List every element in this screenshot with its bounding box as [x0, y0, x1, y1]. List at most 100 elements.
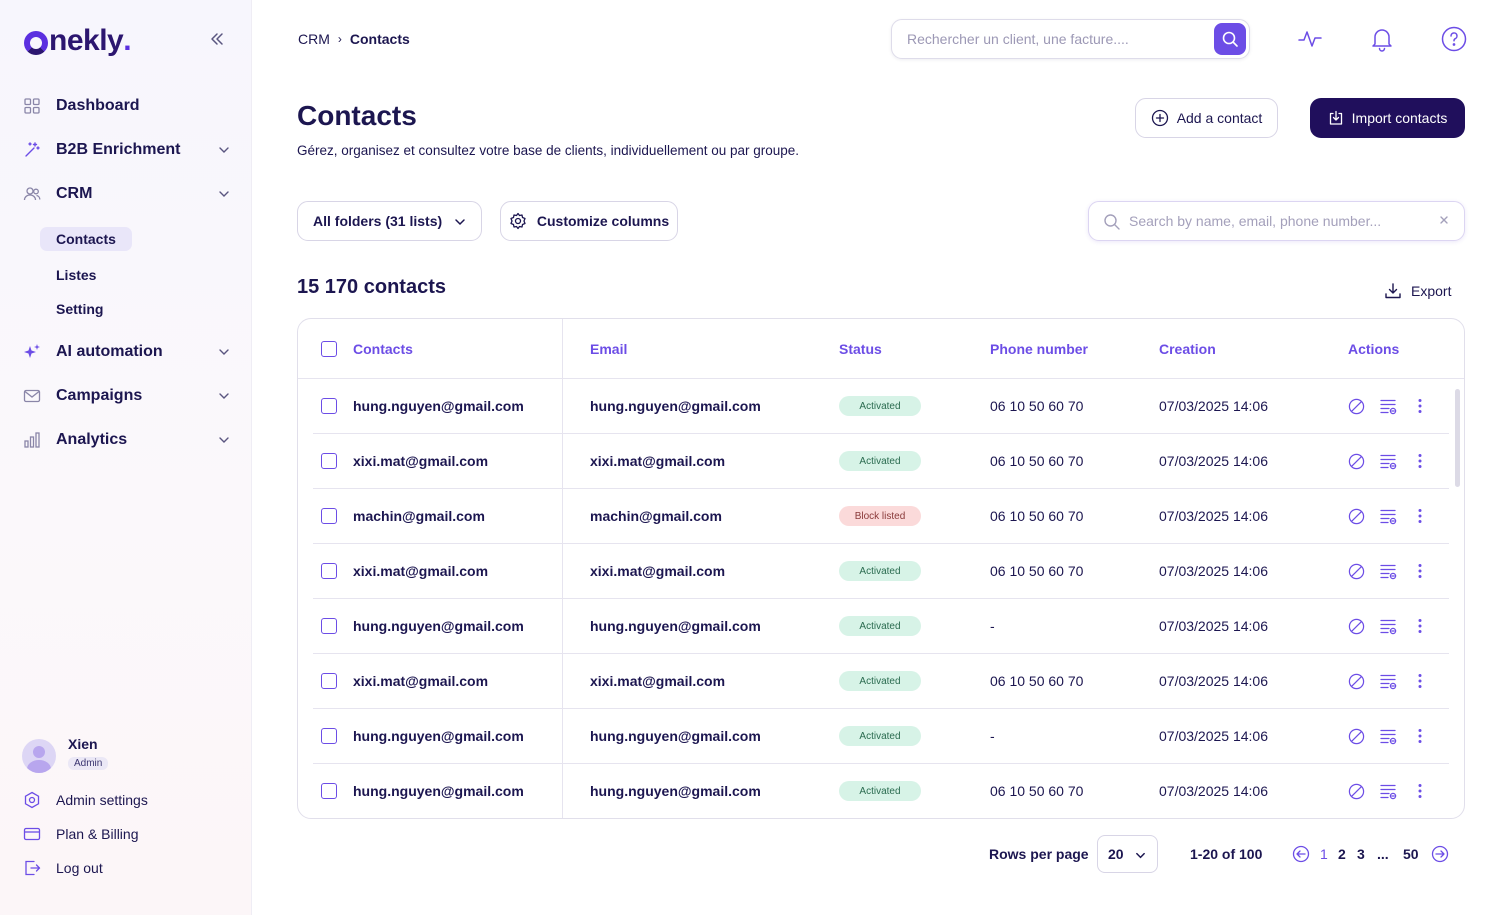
scrollbar[interactable]: [1455, 389, 1460, 487]
add-to-list-icon[interactable]: [1379, 452, 1397, 470]
table-row[interactable]: xixi.mat@gmail.com xixi.mat@gmail.com Acti…: [313, 654, 1449, 709]
help-icon[interactable]: [1440, 25, 1468, 53]
row-checkbox[interactable]: [321, 453, 337, 469]
close-icon[interactable]: [1438, 214, 1450, 226]
page-50[interactable]: 50: [1403, 846, 1419, 862]
plan-billing-link[interactable]: Plan & Billing: [22, 823, 139, 845]
table-row[interactable]: hung.nguyen@gmail.com hung.nguyen@gmail.c…: [313, 379, 1449, 434]
block-icon[interactable]: [1347, 672, 1365, 690]
block-icon[interactable]: [1347, 562, 1365, 580]
block-icon[interactable]: [1347, 397, 1365, 415]
table-row[interactable]: xixi.mat@gmail.com xixi.mat@gmail.com Acti…: [313, 544, 1449, 599]
table-search-input[interactable]: [1129, 211, 1429, 231]
more-options-icon[interactable]: [1411, 782, 1429, 800]
add-to-list-icon[interactable]: [1379, 727, 1397, 745]
chevron-down-icon: [219, 393, 229, 399]
row-checkbox[interactable]: [321, 783, 337, 799]
sidebar-subitem-setting[interactable]: Setting: [56, 301, 104, 317]
sidebar-item-label: B2B Enrichment: [56, 141, 181, 158]
row-checkbox[interactable]: [321, 508, 337, 524]
import-icon: [1328, 110, 1344, 126]
breadcrumb-crm[interactable]: CRM: [298, 31, 330, 47]
more-options-icon[interactable]: [1411, 727, 1429, 745]
page-3[interactable]: 3: [1357, 846, 1365, 862]
import-contacts-button[interactable]: Import contacts: [1310, 98, 1465, 138]
activity-icon[interactable]: [1296, 25, 1324, 53]
contact-cell[interactable]: hung.nguyen@gmail.com: [353, 618, 524, 634]
more-options-icon[interactable]: [1411, 562, 1429, 580]
column-header-status[interactable]: Status: [839, 341, 882, 357]
block-icon[interactable]: [1347, 452, 1365, 470]
select-all-checkbox[interactable]: [321, 341, 337, 357]
contact-cell[interactable]: xixi.mat@gmail.com: [353, 673, 489, 689]
more-options-icon[interactable]: [1411, 507, 1429, 525]
more-options-icon[interactable]: [1411, 397, 1429, 415]
customize-columns-button[interactable]: Customize columns: [500, 201, 678, 241]
more-options-icon[interactable]: [1411, 617, 1429, 635]
more-options-icon[interactable]: [1411, 672, 1429, 690]
table-row[interactable]: machin@gmail.com machin@gmail.com Block li…: [313, 489, 1449, 544]
contact-cell[interactable]: hung.nguyen@gmail.com: [353, 728, 524, 744]
contact-cell[interactable]: xixi.mat@gmail.com: [353, 563, 489, 579]
folder-select[interactable]: All folders (31 lists): [297, 201, 482, 241]
column-header-contacts[interactable]: Contacts: [353, 341, 413, 357]
table-row[interactable]: xixi.mat@gmail.com xixi.mat@gmail.com Acti…: [313, 434, 1449, 489]
add-to-list-icon[interactable]: [1379, 617, 1397, 635]
logout-link[interactable]: Log out: [22, 857, 103, 879]
sidebar-item-crm[interactable]: CRM: [22, 179, 234, 209]
logo[interactable]: nekly.: [24, 24, 132, 58]
table-row[interactable]: hung.nguyen@gmail.com hung.nguyen@gmail.c…: [313, 599, 1449, 654]
add-to-list-icon[interactable]: [1379, 562, 1397, 580]
rows-per-page-select[interactable]: 20: [1097, 835, 1158, 873]
sidebar-item-ai-automation[interactable]: AI automation: [22, 337, 234, 367]
add-to-list-icon[interactable]: [1379, 672, 1397, 690]
global-search-input[interactable]: [907, 29, 1207, 49]
prev-page-icon[interactable]: [1292, 845, 1310, 863]
column-header-creation[interactable]: Creation: [1159, 341, 1216, 357]
row-checkbox[interactable]: [321, 563, 337, 579]
page-1[interactable]: 1: [1320, 846, 1328, 862]
page-2[interactable]: 2: [1338, 846, 1346, 862]
admin-settings-link[interactable]: Admin settings: [22, 789, 148, 811]
column-header-phone[interactable]: Phone number: [990, 341, 1089, 357]
sidebar-item-campaigns[interactable]: Campaigns: [22, 381, 234, 411]
add-to-list-icon[interactable]: [1379, 782, 1397, 800]
chevron-down-icon: [1136, 852, 1145, 859]
contact-cell[interactable]: hung.nguyen@gmail.com: [353, 398, 524, 414]
block-icon[interactable]: [1347, 617, 1365, 635]
block-icon[interactable]: [1347, 727, 1365, 745]
contact-cell[interactable]: machin@gmail.com: [353, 508, 485, 524]
bell-icon[interactable]: [1368, 25, 1396, 53]
column-header-email[interactable]: Email: [590, 341, 628, 357]
row-checkbox[interactable]: [321, 728, 337, 744]
block-icon[interactable]: [1347, 782, 1365, 800]
table-search: [1088, 201, 1465, 241]
sidebar-item-b2b-enrichment[interactable]: B2B Enrichment: [22, 135, 234, 165]
search-button[interactable]: [1214, 23, 1246, 55]
next-page-icon[interactable]: [1431, 845, 1449, 863]
block-icon[interactable]: [1347, 507, 1365, 525]
sidebar-item-label: Campaigns: [56, 387, 143, 404]
table-row[interactable]: hung.nguyen@gmail.com hung.nguyen@gmail.c…: [313, 764, 1449, 818]
add-to-list-icon[interactable]: [1379, 507, 1397, 525]
folder-select-value: All folders (31 lists): [313, 213, 443, 229]
email-cell: xixi.mat@gmail.com: [590, 673, 726, 689]
table-row[interactable]: hung.nguyen@gmail.com hung.nguyen@gmail.c…: [313, 709, 1449, 764]
sidebar-item-analytics[interactable]: Analytics: [22, 425, 234, 455]
add-to-list-icon[interactable]: [1379, 397, 1397, 415]
contact-cell[interactable]: hung.nguyen@gmail.com: [353, 783, 524, 799]
user-profile[interactable]: Xien Admin: [22, 736, 109, 773]
collapse-sidebar-icon[interactable]: [206, 28, 228, 50]
row-checkbox[interactable]: [321, 673, 337, 689]
sidebar-item-dashboard[interactable]: Dashboard: [22, 91, 234, 121]
row-checkbox[interactable]: [321, 618, 337, 634]
pagination-range: 1-20 of 100: [1190, 846, 1263, 862]
contact-cell[interactable]: xixi.mat@gmail.com: [353, 453, 489, 469]
sidebar-subitem-listes[interactable]: Listes: [56, 267, 97, 283]
sidebar-subitem-contacts[interactable]: Contacts: [40, 227, 132, 251]
row-checkbox[interactable]: [321, 398, 337, 414]
breadcrumb-current: Contacts: [349, 31, 410, 47]
export-button[interactable]: Export: [1384, 282, 1451, 300]
add-contact-button[interactable]: Add a contact: [1135, 98, 1278, 138]
more-options-icon[interactable]: [1411, 452, 1429, 470]
